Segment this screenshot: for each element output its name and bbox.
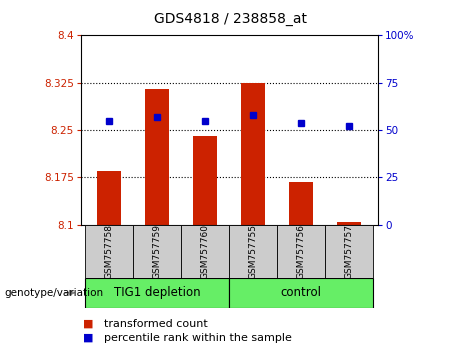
- Bar: [145, 89, 169, 225]
- Bar: [278, 225, 325, 278]
- Bar: [242, 83, 266, 225]
- Text: percentile rank within the sample: percentile rank within the sample: [104, 333, 292, 343]
- Bar: [325, 225, 373, 278]
- Text: GSM757759: GSM757759: [153, 224, 162, 279]
- Bar: [85, 278, 230, 308]
- Text: TIG1 depletion: TIG1 depletion: [114, 286, 201, 299]
- Bar: [85, 225, 133, 278]
- Text: GSM757757: GSM757757: [345, 224, 354, 279]
- Bar: [230, 225, 278, 278]
- Bar: [193, 136, 217, 225]
- Text: genotype/variation: genotype/variation: [5, 288, 104, 298]
- Text: GSM757758: GSM757758: [105, 224, 114, 279]
- Text: GSM757760: GSM757760: [201, 224, 210, 279]
- Bar: [337, 222, 361, 225]
- Text: GSM757755: GSM757755: [249, 224, 258, 279]
- Text: control: control: [281, 286, 322, 299]
- Text: GSM757756: GSM757756: [297, 224, 306, 279]
- Bar: [290, 182, 313, 225]
- Text: ■: ■: [83, 333, 94, 343]
- Text: GDS4818 / 238858_at: GDS4818 / 238858_at: [154, 12, 307, 27]
- Text: transformed count: transformed count: [104, 319, 207, 329]
- Bar: [133, 225, 181, 278]
- Bar: [97, 171, 121, 225]
- Text: ■: ■: [83, 319, 94, 329]
- Bar: [230, 278, 373, 308]
- Bar: [181, 225, 230, 278]
